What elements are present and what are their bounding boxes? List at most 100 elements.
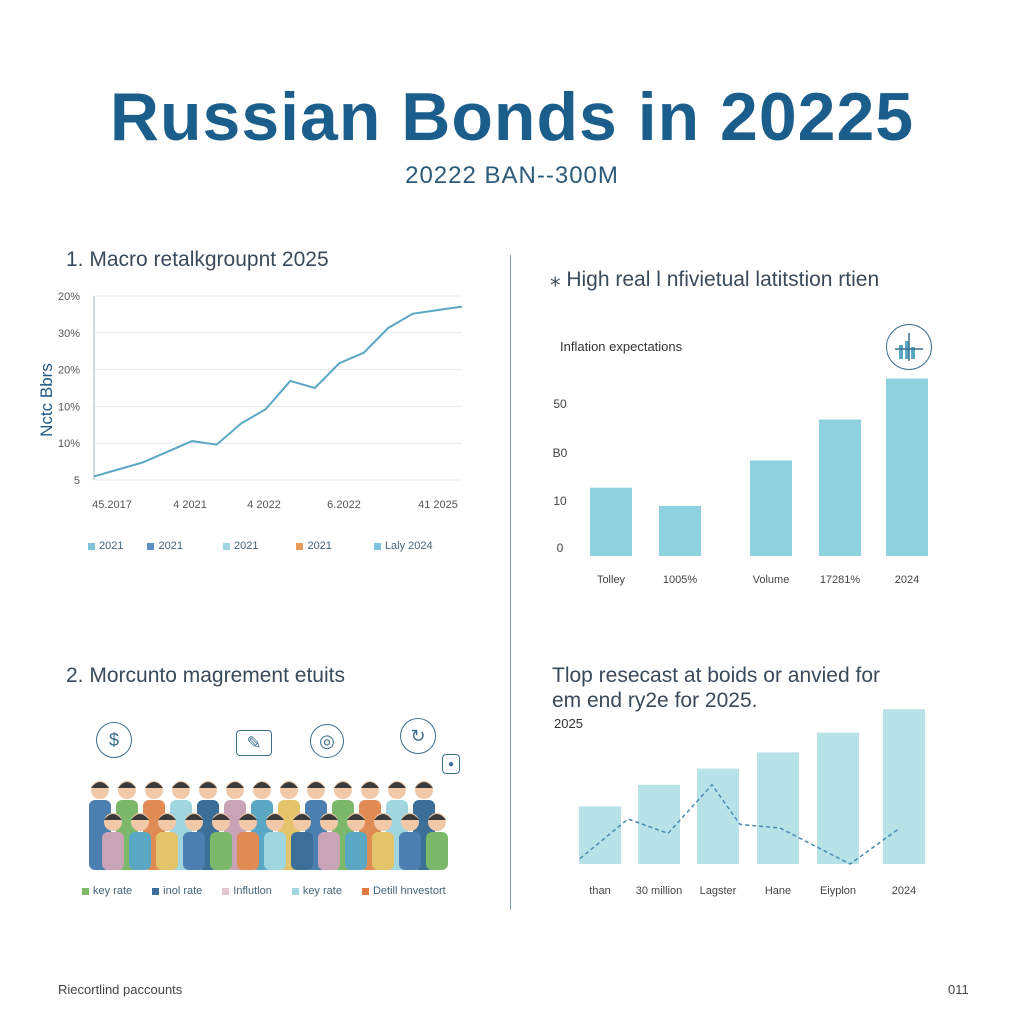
person-hair: [185, 814, 203, 820]
legend-label: 2021: [233, 540, 259, 552]
section-3-heading: 2. Morcunto magrement etuits: [66, 664, 345, 687]
person-body: [426, 832, 448, 870]
x-tick-label: 4 2022: [247, 499, 281, 511]
legend-item: 2021: [147, 540, 183, 552]
person-hair: [307, 782, 325, 788]
legend-label: Detill hnvestort: [372, 885, 446, 897]
person-body: [102, 832, 124, 870]
y-tick-label: 10%: [58, 438, 80, 450]
y-tick-label: 50: [553, 397, 567, 411]
section-1-heading: 1. Macro retalkgroupnt 2025: [66, 248, 329, 271]
legend-item: inol rate: [152, 885, 202, 897]
person-hair: [415, 782, 433, 788]
x-tick-label: 2024: [892, 885, 916, 897]
legend-swatch: [222, 542, 230, 550]
x-tick-label: 1005%: [663, 574, 697, 586]
person-hair: [266, 814, 284, 820]
legend-label: key rate: [93, 885, 133, 897]
legend-swatch: [82, 887, 89, 895]
x-tick-label: 30 million: [636, 885, 682, 897]
y-tick-label: 0: [557, 541, 564, 555]
person-hair: [401, 814, 419, 820]
section-2-heading: ⁎ High real l nfivietual latitstion rtie…: [550, 268, 880, 291]
y-tick-label: 20%: [58, 365, 80, 377]
legend-label: 2021: [307, 540, 332, 552]
legend-label: Influtlon: [233, 885, 272, 897]
person-body: [345, 832, 367, 870]
x-tick-label: 17281%: [820, 574, 861, 586]
legend-item: key rate: [291, 885, 342, 897]
legend-item: Influtlon: [222, 885, 272, 897]
legend-item: 2021: [222, 540, 259, 552]
person-hair: [131, 814, 149, 820]
target-icon: ◎: [310, 724, 344, 758]
bar: [590, 487, 632, 556]
person-hair: [172, 782, 190, 788]
dollar-icon: $: [96, 722, 132, 758]
person-hair: [239, 814, 257, 820]
person-hair: [320, 814, 338, 820]
legend-swatch: [88, 542, 95, 550]
x-tick-label: Eiyplon: [820, 885, 856, 897]
legend-swatch: [152, 887, 160, 895]
footer-left: Riecortlind paccounts: [58, 982, 183, 997]
person-hair: [388, 782, 406, 788]
bar: [883, 709, 925, 864]
chat-icon: ✎: [236, 730, 272, 756]
legend-swatch: [147, 542, 155, 550]
y-tick-label: 20%: [58, 291, 80, 303]
person-hair: [280, 782, 298, 788]
legend-swatch: [296, 542, 304, 550]
legend-item: key rate: [82, 885, 132, 897]
legend-label: 2021: [99, 540, 124, 552]
section-4-heading-line2: em end ry2e for 2025.: [552, 689, 758, 712]
trend-line: [579, 783, 901, 865]
person-hair: [293, 814, 311, 820]
x-tick-label: Tolley: [597, 574, 626, 586]
bar: [697, 768, 739, 864]
person-hair: [145, 782, 163, 788]
legend-item: Detill hnvestort: [361, 885, 446, 897]
y-axis-label: Nctc Bbrs: [37, 363, 56, 437]
legend-label: Laly 2024: [384, 540, 433, 552]
person-body: [399, 832, 421, 870]
person-hair: [212, 814, 230, 820]
series-line: [93, 305, 463, 478]
person-body: [156, 832, 178, 870]
person-hair: [347, 814, 365, 820]
bar-chart-title: Inflation expectations: [560, 339, 683, 354]
person-body: [183, 832, 205, 870]
legend-swatch: [291, 887, 299, 895]
section-4-heading-line1: Tlop resecast at boids or anvied for: [552, 664, 881, 687]
x-tick-label: 45.2017: [92, 499, 132, 511]
x-tick-label: than: [589, 885, 610, 897]
x-tick-label: Lagster: [700, 885, 737, 897]
bar: [817, 732, 859, 864]
person-body: [210, 832, 232, 870]
person-hair: [118, 782, 136, 788]
center-divider: [510, 255, 511, 910]
legend-swatch: [373, 542, 381, 550]
person-body: [291, 832, 313, 870]
legend-label: inol rate: [163, 885, 203, 897]
people-legend: key rate inol rate Influtlon key rate Detill…: [82, 885, 446, 897]
x-tick-label: 4 2021: [173, 499, 207, 511]
legend-swatch: [361, 887, 369, 895]
x-tick-label: 41 2025: [418, 499, 458, 511]
x-tick-label: Hane: [765, 885, 791, 897]
legend-item: Laly 2024: [373, 540, 433, 552]
person-body: [318, 832, 340, 870]
legend-swatch: [222, 887, 230, 895]
bar: [886, 378, 928, 556]
y-tick-label: 5: [74, 475, 80, 487]
y-tick-label: 10%: [58, 401, 80, 413]
person-hair: [334, 782, 352, 788]
legend-label: 2021: [158, 540, 183, 552]
person-hair: [104, 814, 122, 820]
y-tick-label: 10: [553, 494, 567, 508]
message-icon: ↻: [400, 718, 436, 754]
bar: [757, 752, 799, 864]
person-hair: [374, 814, 392, 820]
